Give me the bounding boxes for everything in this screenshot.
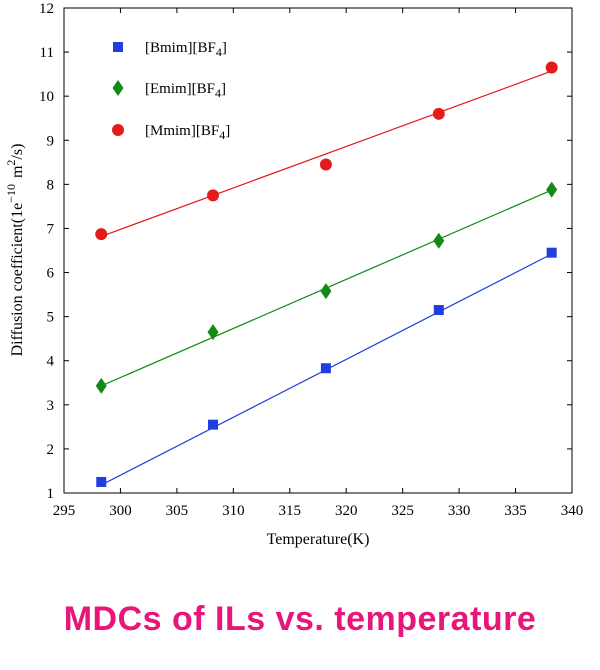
x-tick-label: 315 [279,503,302,519]
y-tick-label: 10 [39,89,54,105]
data-point-2 [95,228,108,241]
x-tick-label: 335 [504,503,527,519]
x-tick-label: 340 [561,503,584,519]
data-point-0 [320,363,331,374]
y-tick-label: 2 [47,442,55,458]
y-axis-title: Diffusion coefficient(1e−10 m2/s) [4,144,26,357]
y-axis-title-unit: m [9,165,26,178]
legend-marker-1 [112,80,124,96]
x-tick-label: 325 [391,503,414,519]
data-point-2 [207,189,220,202]
legend-label-sub: 4 [215,86,221,100]
x-tick-label: 320 [335,503,358,519]
x-axis-title: Temperature(K) [267,531,370,548]
data-point-0 [208,419,219,430]
legend-marker-0 [113,42,123,52]
data-point-2 [545,61,558,74]
y-axis-title-exp: −10 [4,184,18,203]
data-point-0 [96,476,107,487]
legend-label-main: [Mmim][BF [145,123,219,139]
legend: [Bmim][BF4][Emim][BF4][Mmim][BF4] [112,40,230,142]
legend-label-2: [Mmim][BF4] [145,123,230,142]
legend-marker-2 [112,124,124,136]
y-tick-label: 4 [47,354,55,370]
legend-label-tail: ] [225,123,230,139]
y-tick-label: 5 [47,310,55,326]
chart: 295 300 305 310 315 320 325 330 335 3401234567891… [4,1,583,548]
legend-label-main: [Emim][BF [145,81,215,97]
y-tick-label: 6 [47,266,55,282]
y-tick-label: 1 [47,486,55,502]
y-tick-label: 11 [40,45,54,61]
data-point-2 [432,107,445,120]
x-tick-label: 295 [53,503,76,519]
x-tick-label: 305 [166,503,189,519]
y-tick-label: 8 [47,177,55,193]
data-point-1 [207,324,219,341]
legend-label-tail: ] [221,81,226,97]
plot-frame [63,7,573,494]
data-point-1 [95,377,107,394]
x-tick-label: 330 [448,503,471,519]
legend-label-tail: ] [222,40,227,56]
data-points [95,61,558,487]
figure-caption: MDCs of ILs vs. temperature [63,600,537,638]
y-axis-title-main: Diffusion coefficient(1e [9,203,26,357]
legend-label-sub: 4 [216,45,222,59]
y-tick-label: 9 [47,133,55,149]
y-axis-title-tail: /s) [9,144,26,160]
legend-label-sub: 4 [219,128,225,142]
data-point-0 [546,247,557,258]
data-point-1 [433,232,445,249]
legend-label-1: [Emim][BF4] [145,81,226,100]
axis-ticks: 295 300 305 310 315 320 325 330 335 3401234567891… [39,1,583,519]
fit-line-2 [101,70,552,237]
y-tick-label: 3 [47,398,55,414]
x-tick-label: 300 [109,503,132,519]
y-axis-title-text: Diffusion coefficient(1e−10 m2/s) [4,144,26,357]
legend-label-main: [Bmim][BF [145,40,216,56]
data-point-2 [319,158,332,171]
data-point-0 [433,305,444,316]
y-tick-label: 12 [39,1,54,17]
y-axis-title-unit-exp: 2 [4,160,18,166]
x-tick-label: 310 [222,503,245,519]
y-tick-label: 7 [47,221,55,237]
data-point-1 [546,181,558,198]
legend-label-0: [Bmim][BF4] [145,40,227,59]
data-point-1 [320,283,332,300]
